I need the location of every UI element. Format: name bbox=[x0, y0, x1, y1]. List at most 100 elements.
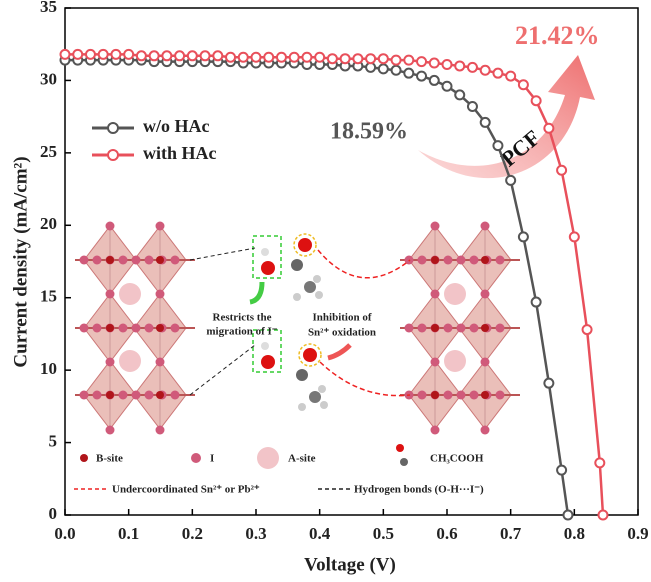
i-atom bbox=[417, 255, 427, 265]
i-atom bbox=[144, 255, 154, 265]
data-point bbox=[505, 70, 517, 82]
series-line bbox=[65, 58, 570, 516]
x-axis-title: Voltage (V) bbox=[304, 554, 396, 575]
i-atom bbox=[404, 323, 414, 333]
data-point bbox=[568, 231, 580, 243]
x-tick-label: 0.5 bbox=[373, 524, 394, 543]
key-b bbox=[80, 454, 88, 462]
y-tick-label: 5 bbox=[49, 431, 58, 450]
i-atom bbox=[430, 425, 440, 435]
i-atom bbox=[495, 255, 505, 265]
a-atom bbox=[444, 283, 466, 305]
i-atom bbox=[417, 323, 427, 333]
i-atom bbox=[480, 221, 490, 231]
b-atom bbox=[431, 324, 439, 332]
o-atom bbox=[261, 261, 275, 275]
i-atom bbox=[144, 323, 154, 333]
x-tick-label: 0.2 bbox=[182, 524, 203, 543]
legend-marker bbox=[107, 149, 119, 161]
a-atom bbox=[119, 350, 141, 372]
data-point bbox=[530, 296, 542, 308]
data-point bbox=[556, 164, 568, 176]
i-atom bbox=[155, 289, 165, 299]
schematic-label: Inhibition of bbox=[313, 312, 372, 324]
x-tick-label: 0.4 bbox=[309, 524, 331, 543]
i-atom bbox=[417, 390, 427, 400]
annotation: 21.42% bbox=[515, 21, 600, 50]
i-atom bbox=[92, 323, 102, 333]
data-point bbox=[492, 67, 504, 79]
i-atom bbox=[105, 425, 115, 435]
data-point bbox=[97, 48, 109, 60]
data-point bbox=[110, 48, 122, 60]
data-point bbox=[339, 53, 351, 65]
data-point bbox=[72, 48, 84, 60]
data-point bbox=[390, 64, 402, 76]
pcf-arrow bbox=[418, 55, 595, 179]
data-point bbox=[352, 53, 364, 65]
b-atom bbox=[156, 324, 164, 332]
legend-label: with HAc bbox=[143, 143, 217, 163]
c-atom bbox=[309, 391, 321, 403]
b-atom bbox=[106, 256, 114, 264]
key-label: B-site bbox=[96, 453, 123, 465]
data-point bbox=[174, 50, 186, 62]
data-point bbox=[454, 60, 466, 72]
i-atom bbox=[118, 255, 128, 265]
i-atom bbox=[469, 255, 479, 265]
x-tick-label: 0.3 bbox=[245, 524, 266, 543]
i-atom bbox=[155, 425, 165, 435]
undercoord-ring bbox=[298, 343, 322, 367]
h-atom bbox=[261, 342, 269, 350]
y-tick-label: 35 bbox=[40, 0, 57, 16]
i-atom bbox=[430, 221, 440, 231]
data-point bbox=[517, 231, 529, 243]
data-point bbox=[597, 509, 609, 521]
x-tick-label: 0.9 bbox=[627, 524, 648, 543]
i-atom bbox=[456, 323, 466, 333]
data-point bbox=[263, 51, 275, 63]
i-atom bbox=[79, 323, 89, 333]
i-atom bbox=[92, 390, 102, 400]
x-tick-label: 0.6 bbox=[436, 524, 457, 543]
i-atom bbox=[105, 289, 115, 299]
legend-label: w/o HAc bbox=[143, 116, 210, 136]
schematic-label: Sn²⁺ oxidation bbox=[308, 327, 376, 339]
data-point bbox=[454, 89, 466, 101]
b-atom bbox=[481, 324, 489, 332]
b-atom bbox=[156, 256, 164, 264]
i-atom bbox=[456, 255, 466, 265]
data-point bbox=[581, 324, 593, 336]
i-atom bbox=[170, 323, 180, 333]
key-mol bbox=[400, 458, 408, 466]
data-point bbox=[505, 174, 517, 186]
i-atom bbox=[480, 357, 490, 367]
h-atom bbox=[298, 403, 306, 411]
i-atom bbox=[443, 255, 453, 265]
h-bond-line bbox=[189, 247, 256, 261]
b-atom bbox=[481, 256, 489, 264]
c-atom bbox=[304, 281, 316, 293]
i-atom bbox=[480, 289, 490, 299]
key-i bbox=[191, 453, 201, 463]
i-atom bbox=[144, 390, 154, 400]
i-atom bbox=[155, 357, 165, 367]
b-atom bbox=[481, 391, 489, 399]
x-tick-label: 0.8 bbox=[564, 524, 585, 543]
data-point bbox=[543, 122, 555, 134]
y-tick-label: 10 bbox=[40, 359, 57, 378]
plot-frame bbox=[64, 7, 639, 516]
i-atom bbox=[469, 323, 479, 333]
y-tick-label: 0 bbox=[49, 504, 58, 523]
a-atom bbox=[119, 283, 141, 305]
key-label: Undercoordinated Sn²⁺ or Pb²⁺ bbox=[112, 484, 260, 496]
x-tick-label: 0.1 bbox=[118, 524, 139, 543]
i-atom bbox=[131, 255, 141, 265]
schematic-label: Restricts the bbox=[213, 312, 272, 324]
data-point bbox=[416, 56, 428, 68]
key-label: A-site bbox=[288, 453, 316, 465]
data-point bbox=[212, 50, 224, 62]
annotation: 18.59% bbox=[330, 119, 408, 145]
data-point bbox=[428, 57, 440, 69]
i-atom bbox=[105, 357, 115, 367]
